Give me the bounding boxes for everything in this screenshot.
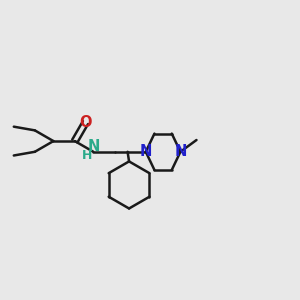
Text: H: H	[82, 149, 92, 162]
Text: O: O	[79, 115, 92, 130]
Text: N: N	[140, 144, 152, 159]
Text: N: N	[174, 144, 187, 159]
Text: N: N	[87, 139, 100, 154]
